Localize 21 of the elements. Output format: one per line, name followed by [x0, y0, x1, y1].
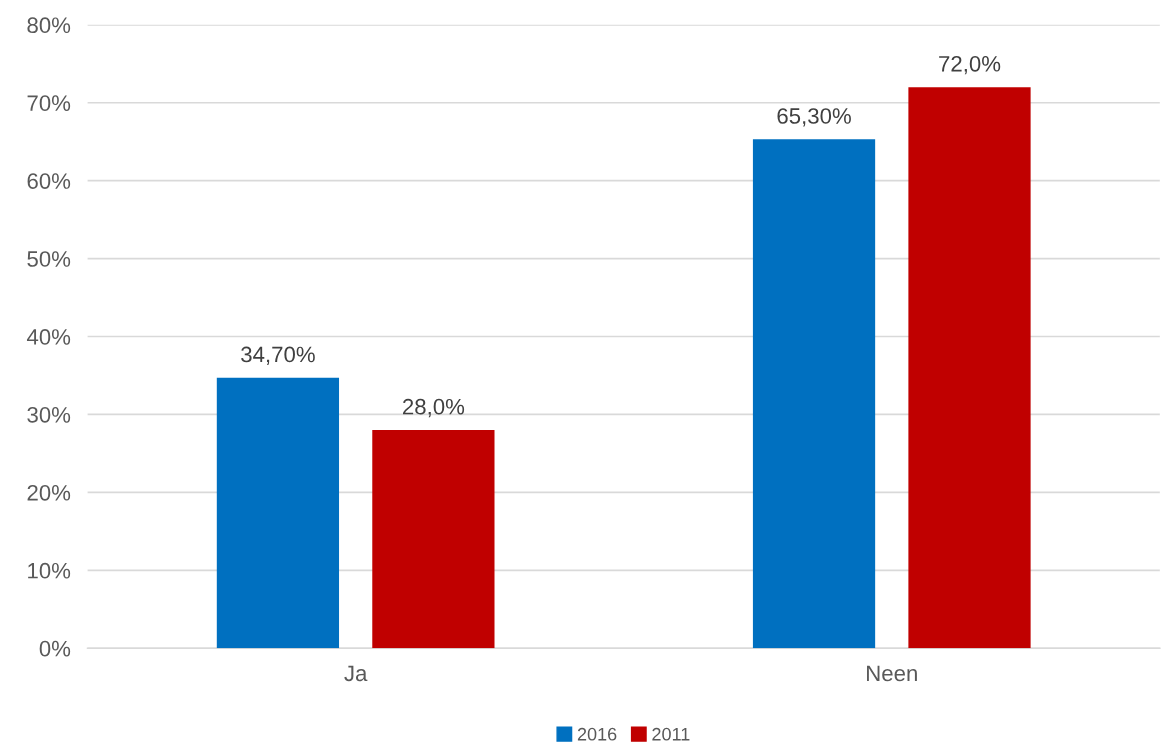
legend-label: 2016 — [577, 727, 617, 741]
y-tick-label: 70% — [27, 95, 71, 112]
bar — [216, 377, 340, 649]
data-label: 65,30% — [777, 108, 851, 127]
y-tick-label: 20% — [27, 484, 71, 501]
y-tick-label: 80% — [27, 17, 71, 34]
y-tick-label: 40% — [26, 329, 71, 345]
data-label: 34,70% — [241, 346, 315, 365]
data-label: 28,0% — [403, 398, 465, 418]
y-tick-label: 60% — [27, 173, 71, 189]
y-tick-label: 0% — [39, 640, 71, 657]
data-label: 72,0% — [939, 55, 1001, 75]
bar — [908, 87, 1031, 649]
y-tick-label: 10% — [28, 562, 71, 579]
y-tick-label: 30% — [27, 406, 71, 423]
bar — [372, 430, 495, 649]
x-tick-label: Ja — [344, 665, 368, 682]
bar — [752, 139, 876, 649]
x-tick-label: Neen — [867, 665, 917, 682]
y-tick-label: 50% — [27, 251, 71, 267]
legend-label: 2011 — [652, 727, 690, 741]
